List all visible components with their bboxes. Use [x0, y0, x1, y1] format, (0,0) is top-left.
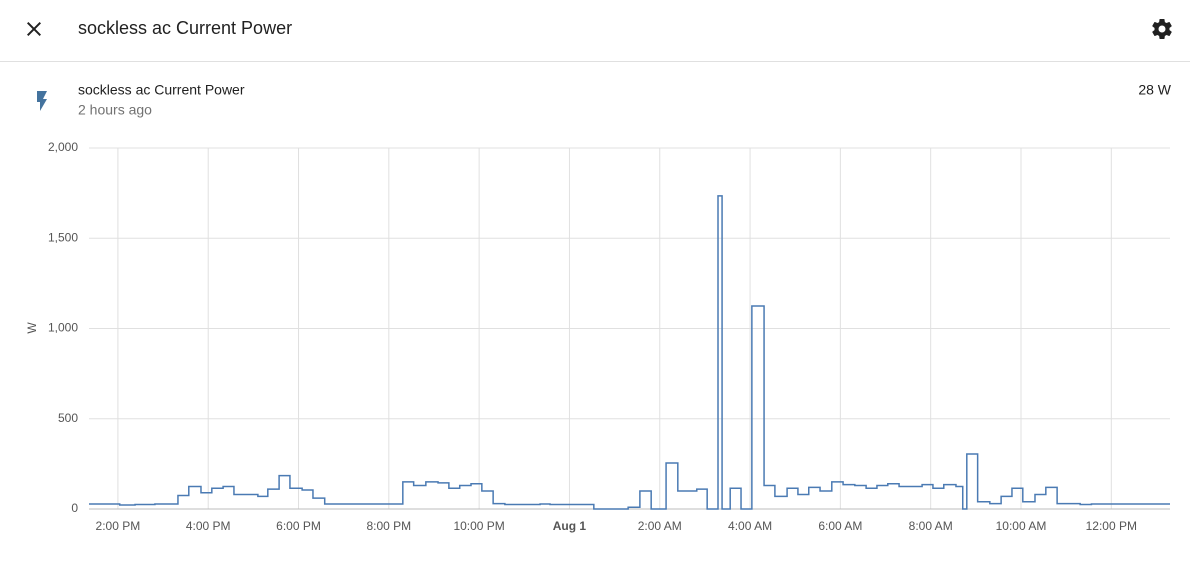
y-tick-label: 1,500 [48, 230, 78, 244]
power-line [89, 195, 1170, 510]
x-tick-label: 4:00 AM [728, 519, 772, 533]
x-tick-label: 8:00 PM [366, 519, 411, 533]
y-tick-label: 0 [71, 501, 78, 515]
y-tick-label: 2,000 [48, 140, 78, 154]
x-tick-label: 4:00 PM [186, 519, 231, 533]
dialog-title: sockless ac Current Power [78, 18, 292, 38]
x-tick-label: 10:00 AM [996, 519, 1047, 533]
entity-state: 28 W [1138, 82, 1171, 98]
x-tick-label: 2:00 AM [638, 519, 682, 533]
x-tick-label: 8:00 AM [909, 519, 953, 533]
x-tick-label: 12:00 PM [1086, 519, 1137, 533]
y-tick-label: 1,000 [48, 321, 78, 335]
x-tick-label: 2:00 PM [96, 519, 141, 533]
x-tick-label: 6:00 PM [276, 519, 321, 533]
entity-icon [37, 91, 47, 111]
x-tick-label: Aug 1 [553, 519, 587, 533]
close-button[interactable] [27, 22, 41, 36]
x-tick-label: 10:00 PM [453, 519, 504, 533]
y-tick-label: 500 [58, 411, 78, 425]
settings-button[interactable] [1152, 19, 1172, 39]
last-changed: 2 hours ago [78, 102, 152, 118]
entity-name: sockless ac Current Power [78, 82, 245, 98]
y-axis-label: W [25, 322, 39, 334]
x-tick-label: 6:00 AM [818, 519, 862, 533]
